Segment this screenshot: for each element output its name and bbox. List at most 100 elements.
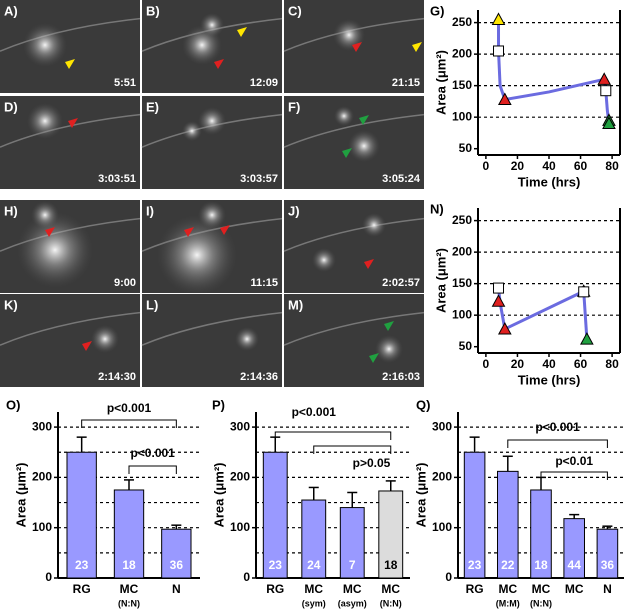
cell (312, 248, 336, 272)
x-axis-label: Time (hrs) (518, 174, 581, 189)
cell (182, 121, 202, 141)
bar (262, 451, 288, 579)
y-tick-label: 200 (32, 470, 52, 484)
count-label: 23 (75, 558, 89, 572)
timestamp: 2:14:36 (240, 371, 278, 383)
panel-label: P) (212, 397, 225, 412)
count-label: 24 (307, 558, 321, 572)
x-sublabel: (M:M) (496, 598, 520, 608)
significance-bracket (81, 419, 177, 428)
significance-bracket (128, 465, 177, 474)
bar (563, 518, 585, 579)
x-tick-label: 40 (542, 357, 556, 371)
count-label: 18 (122, 558, 136, 572)
bar (339, 507, 365, 579)
arrowhead (214, 59, 224, 69)
arrowhead (45, 227, 55, 237)
x-sublabel: (sym) (302, 598, 326, 608)
y-axis-label: Area (μm²) (211, 462, 226, 527)
process (283, 217, 425, 252)
panel-label: L) (146, 297, 158, 312)
arrowhead (359, 115, 369, 125)
timestamp: 2:14:30 (98, 371, 136, 383)
panel-label: D) (4, 99, 18, 114)
y-tick-label: 300 (230, 419, 250, 433)
x-tick-label: 80 (605, 357, 619, 371)
arrowhead (184, 227, 194, 237)
y-tick-label: 100 (432, 520, 452, 534)
marker-square (600, 85, 612, 97)
y-tick-label: 300 (32, 419, 52, 433)
y-axis-label: Area (μm²) (13, 462, 28, 527)
x-tick-label: 0 (483, 159, 490, 173)
x-tick-label: MC (532, 582, 551, 596)
cell (23, 23, 67, 67)
y-axis-label: Area (μm²) (413, 462, 428, 527)
x-tick-label: N (603, 582, 612, 596)
panel-label: O) (6, 397, 20, 412)
count-label: 22 (501, 558, 515, 572)
x-tick-label: RG (266, 582, 284, 596)
x-sublabel: (N:N) (530, 598, 552, 608)
marker-triangle (580, 332, 594, 345)
image-background (284, 200, 424, 293)
marker-triangle (491, 294, 506, 307)
panel-label: G) (430, 3, 444, 18)
x-sublabel: (asym) (338, 598, 367, 608)
process (0, 311, 141, 346)
significance-bracket (540, 471, 608, 480)
panel-label: B) (146, 3, 160, 18)
bar (530, 489, 552, 579)
p-value: p<0.001 (107, 401, 152, 415)
x-tick-label: 20 (511, 357, 525, 371)
marker-square (493, 282, 505, 294)
panel-label: K) (4, 297, 18, 312)
y-tick-label: 200 (230, 470, 250, 484)
x-tick-label: MC (565, 582, 584, 596)
micrograph: H) 9:00 (0, 200, 141, 293)
cell (198, 107, 226, 135)
panel-label: N) (430, 201, 444, 216)
y-tick-label: 250 (452, 15, 472, 29)
x-tick-label: MC (498, 582, 517, 596)
cell (157, 215, 237, 295)
marker-square (578, 286, 590, 298)
timestamp: 2:16:03 (382, 371, 420, 383)
x-tick-label: 60 (574, 159, 588, 173)
micrograph: M) 2:16:03 (283, 294, 425, 387)
x-tick-label: RG (466, 582, 484, 596)
process (283, 113, 425, 148)
marker-triangle (491, 12, 506, 25)
panel-label: A) (4, 3, 18, 18)
cell (27, 103, 63, 139)
y-tick-label: 100 (230, 520, 250, 534)
significance-bracket (313, 445, 392, 454)
x-tick-label: MC (120, 582, 139, 596)
arrowhead (412, 42, 422, 52)
x-axis-label: Time (hrs) (518, 372, 581, 387)
area-line (497, 19, 611, 123)
area-line (497, 287, 589, 340)
x-tick-label: N (172, 582, 181, 596)
timestamp: 3:03:57 (240, 173, 278, 185)
cell (375, 335, 403, 363)
panel-label: J) (288, 203, 300, 218)
cell (334, 106, 354, 126)
y-axis-label: Area (μm²) (433, 50, 448, 115)
y-tick-label: 0 (45, 570, 52, 584)
x-tick-label: MC (381, 582, 400, 596)
cell (91, 325, 119, 353)
p-value: p<0.001 (292, 405, 337, 419)
micrograph: K) 2:14:30 (0, 294, 141, 387)
y-tick-label: 300 (432, 419, 452, 433)
process (141, 311, 283, 346)
panel-label: F) (288, 99, 300, 114)
image-background (284, 294, 424, 387)
panel-label: E) (146, 99, 159, 114)
timestamp: 5:51 (114, 77, 136, 89)
y-tick-label: 150 (452, 78, 472, 92)
cell (235, 327, 259, 351)
y-tick-label: 50 (459, 141, 473, 155)
y-tick-label: 150 (452, 276, 472, 290)
timestamp: 3:03:51 (98, 173, 136, 185)
